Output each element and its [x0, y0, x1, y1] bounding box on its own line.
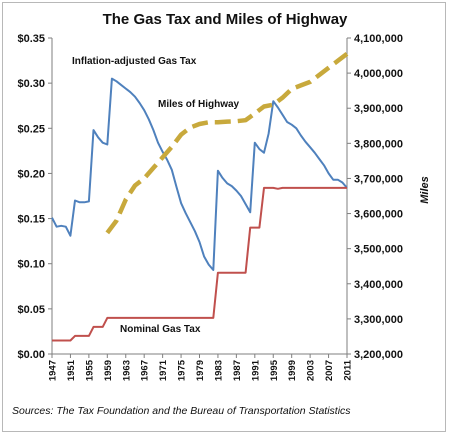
x-tick-label: 2011 [343, 359, 354, 380]
x-tick-label: 1971 [158, 359, 169, 381]
series-line-miles-of-highway [105, 52, 349, 235]
y2-tick-label: 4,000,000 [354, 68, 403, 80]
x-tick-label: 1991 [250, 359, 261, 381]
y2-tick-label: 4,100,000 [354, 33, 403, 45]
series-label-miles: Miles of Highway [158, 99, 240, 110]
chart-title: The Gas Tax and Miles of Highway [103, 11, 348, 28]
x-tick-label: 1975 [177, 359, 188, 381]
y-tick-label: $0.15 [17, 214, 45, 226]
y2-tick-label: 3,800,000 [354, 138, 403, 150]
x-tick-label: 1963 [121, 360, 132, 381]
y2-tick-label: 3,500,000 [354, 244, 403, 256]
y-tick-label: $0.25 [17, 123, 45, 135]
y-tick-label: $0.35 [17, 33, 45, 45]
x-tick-label: 1999 [287, 360, 298, 381]
x-tick-label: 2003 [306, 360, 317, 381]
x-tick-label: 1967 [140, 360, 151, 381]
series-label-nominal: Nominal Gas Tax [120, 324, 201, 335]
series-line-inflation-adjusted-gas-tax [51, 77, 348, 271]
x-tick-label: 1959 [103, 360, 114, 381]
y-tick-label: $0.05 [17, 304, 45, 316]
chart-frame [2, 2, 446, 432]
x-tick-label: 1983 [213, 360, 224, 381]
x-tick-label: 1955 [84, 359, 95, 381]
y-tick-label: $0.00 [17, 349, 45, 361]
y-tick-label: $0.20 [17, 168, 45, 180]
y-tick-label: $0.10 [17, 259, 45, 271]
x-tick-label: 1987 [232, 360, 243, 381]
x-tick-label: 2007 [324, 360, 335, 381]
source-note: Sources: The Tax Foundation and the Bure… [12, 405, 351, 417]
series-label-inflation-adjusted: Inflation-adjusted Gas Tax [72, 56, 197, 67]
y2-tick-label: 3,900,000 [354, 103, 403, 115]
x-tick-label: 1995 [269, 359, 280, 381]
series-line-nominal-gas-tax [52, 186, 347, 342]
plot-area: $0.00 $0.05 $0.10 $0.15 $0.20 $0.25 $0.30 $0.35… [17, 33, 402, 381]
y2-tick-label: 3,400,000 [354, 279, 403, 291]
y2-tick-label: 3,700,000 [354, 173, 403, 185]
x-tick-label: 1979 [195, 360, 206, 381]
y2-tick-label: 3,300,000 [354, 314, 403, 326]
y2-axis-label: Miles [419, 176, 431, 204]
y-tick-label: $0.30 [17, 78, 45, 90]
y2-tick-label: 3,600,000 [354, 209, 403, 221]
y2-tick-label: 3,200,000 [354, 349, 403, 361]
x-tick-label: 1947 [48, 360, 59, 381]
x-tick-label: 1951 [66, 359, 77, 381]
